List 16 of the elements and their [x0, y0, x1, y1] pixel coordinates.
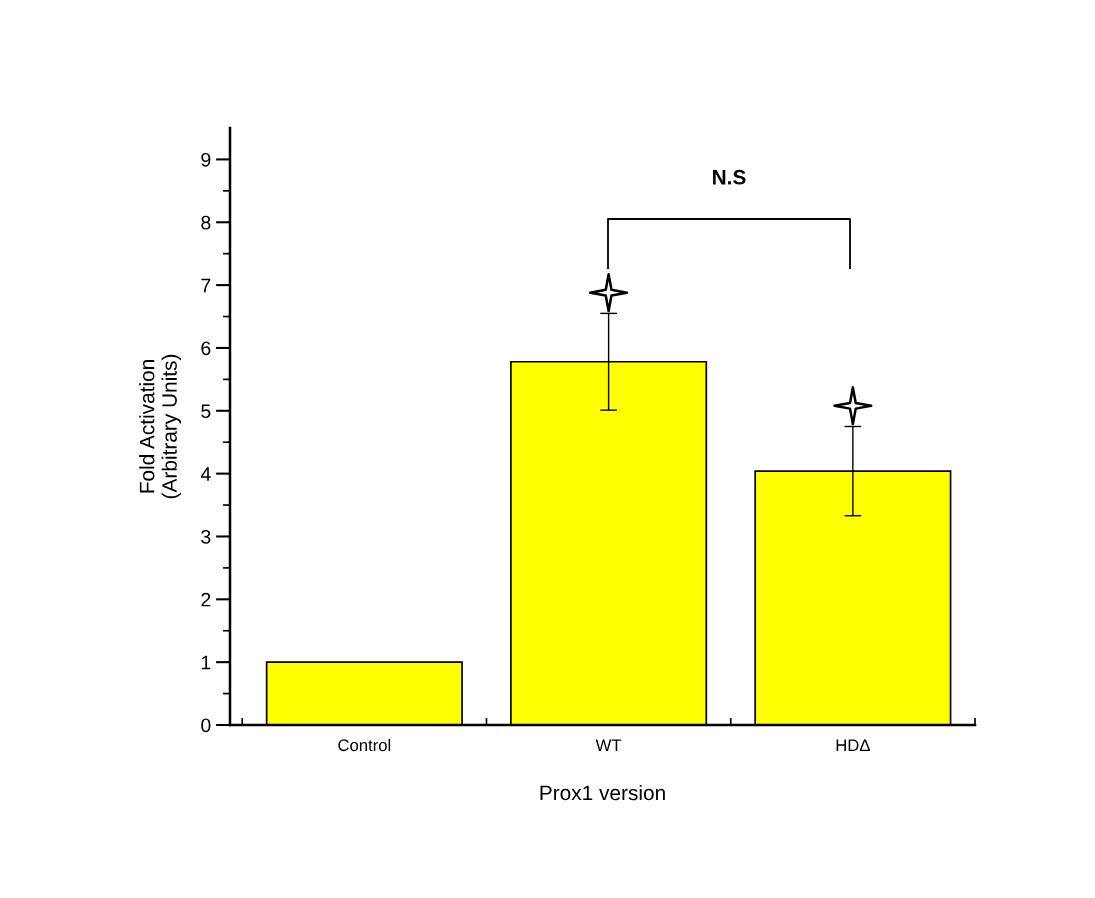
annotation: N.S	[713, 169, 746, 185]
y-tick-label: 4	[200, 467, 211, 481]
y-tick-label: 3	[201, 529, 211, 544]
x-tick-label: WT	[595, 739, 622, 751]
y-axis-title: Fold Activation (Arbitrary Units)	[139, 354, 181, 499]
y-tick-label: 2	[201, 592, 211, 607]
y-tick-label: 8	[201, 215, 211, 230]
y-tick-label: 6	[201, 341, 211, 356]
y-tick-label: 1	[201, 655, 211, 670]
y-tick-label: 7	[201, 278, 211, 293]
y-tick-label: 9	[201, 152, 211, 167]
y-tick-label: 0	[201, 718, 211, 733]
x-tick-label: HDΔ	[836, 739, 870, 751]
x-axis-title: Prox1 version	[540, 784, 665, 801]
x-tick-label: Control	[338, 738, 391, 752]
y-tick-label: 5	[201, 404, 211, 419]
